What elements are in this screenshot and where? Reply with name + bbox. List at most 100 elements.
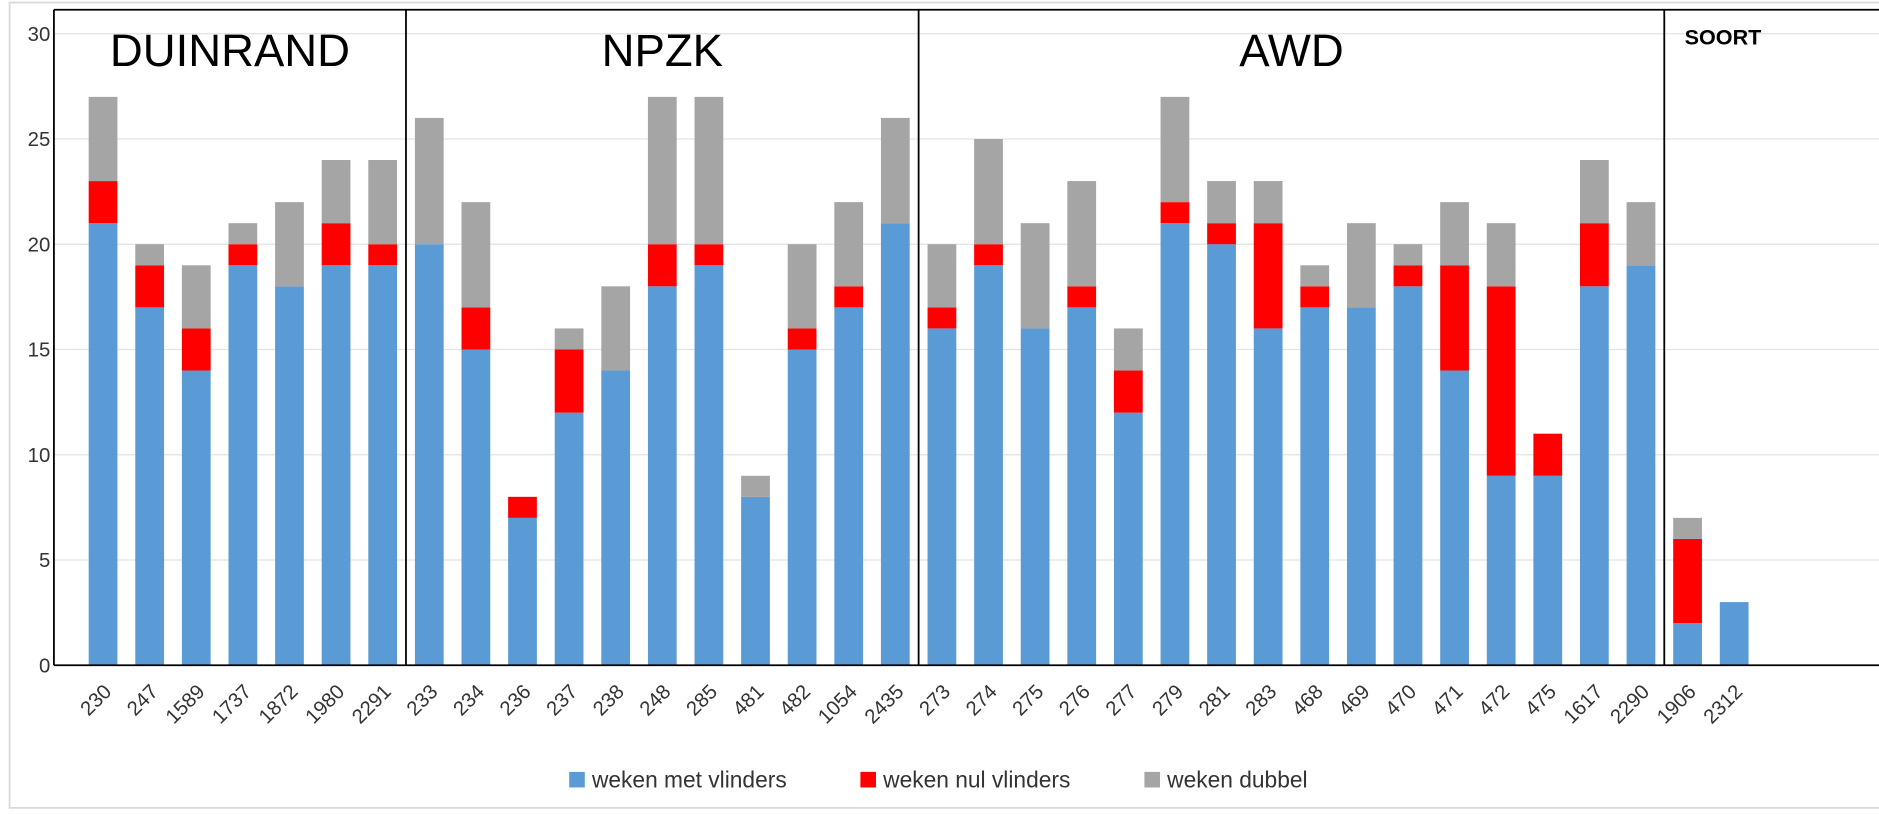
bar-segment [181,370,211,666]
bar-segment [1533,433,1563,476]
bar-segment [1113,370,1143,413]
bar-segment [787,328,817,350]
bar-segment [461,307,491,350]
bar-segment [321,265,351,666]
y-tick-label: 5 [39,550,50,572]
bar-segment [694,96,724,245]
bar-segment [1440,202,1469,266]
bar-segment [414,117,444,245]
bar-segment [1113,412,1143,666]
bar-segment [368,160,398,245]
bar-segment [88,181,118,224]
bar-segment [694,244,724,266]
bar-segment [834,202,864,287]
bar-segment [1486,223,1516,287]
bar-segment [1579,286,1609,666]
bar-segment [1207,244,1236,666]
bar-segment [1300,286,1330,308]
bar-segment [228,244,258,266]
bars [88,96,1749,666]
bar-segment [741,475,770,497]
legend-swatch [860,771,876,788]
bar-segment [1020,223,1050,329]
bar-segment [1393,286,1423,666]
y-tick-label: 10 [28,445,51,467]
bar-segment [1160,202,1190,224]
bar-segment [275,286,304,666]
bar-segment [601,286,631,371]
bar-segment [1486,475,1516,666]
bar-segment [927,328,957,666]
bar-segment [601,370,631,666]
legend-label: weken nul vlinders [882,766,1070,792]
bar-segment [1067,286,1097,308]
bar-segment [228,265,258,666]
bar-segment [1673,517,1702,539]
bar-segment [834,307,864,666]
bar-segment [1579,160,1609,224]
bar-segment [181,265,211,329]
legend-swatch [569,771,585,788]
bar-segment [554,349,584,413]
bar-segment [1626,202,1656,266]
bar-segment [1533,475,1563,666]
legend-label: weken met vlinders [591,766,787,792]
bar-segment [228,223,258,245]
bar-segment [741,496,770,666]
y-tick-label: 0 [39,655,50,677]
bar-segment [974,244,1003,266]
y-tick-label: 15 [28,340,51,362]
bar-segment [368,265,398,666]
bar-segment [414,244,444,666]
bar-segment [1020,328,1050,666]
bar-segment [1113,328,1143,371]
bar-segment [461,349,491,666]
group-label: SOORT [1685,25,1762,50]
bar-segment [880,223,910,666]
bar-segment [1207,181,1236,224]
bar-segment [1160,223,1190,666]
bar-segment [1673,538,1702,624]
bar-segment [694,265,724,666]
group-label: DUINRAND [110,25,350,76]
bar-segment [974,265,1003,666]
bar-segment [368,244,398,266]
bar-segment [834,286,864,308]
bar-segment [554,412,584,666]
bar-segment [1207,223,1236,245]
bar-segment [508,517,537,666]
legend-label: weken dubbel [1166,766,1307,792]
bar-segment [1067,307,1097,666]
bar-segment [1486,286,1516,476]
bar-segment [135,244,165,266]
bar-segment [1346,307,1376,666]
bar-segment [1253,223,1283,329]
bar-segment [1440,265,1469,371]
bar-segment [181,328,211,371]
bar-segment [787,244,817,329]
bar-segment [1393,265,1423,287]
bar-segment [321,223,351,266]
group-label: NPZK [602,25,723,76]
bar-segment [647,244,677,287]
bar-segment [1626,265,1656,666]
bar-segment [461,202,491,308]
group-label: AWD [1239,25,1344,76]
bar-segment [880,117,910,224]
bar-segment [508,496,537,518]
bar-segment [787,349,817,666]
bar-segment [135,265,165,308]
bar-segment [554,328,584,350]
bar-segment [321,160,351,224]
bar-segment [1719,602,1749,666]
bar-segment [1067,181,1097,287]
bar-segment [88,96,118,182]
bar-segment [1253,181,1283,224]
bar-segment [647,96,677,245]
legend-swatch [1144,771,1160,788]
y-tick-label: 20 [28,234,51,256]
bar-segment [927,244,957,308]
bar-segment [1393,244,1423,266]
bar-segment [1346,223,1376,308]
